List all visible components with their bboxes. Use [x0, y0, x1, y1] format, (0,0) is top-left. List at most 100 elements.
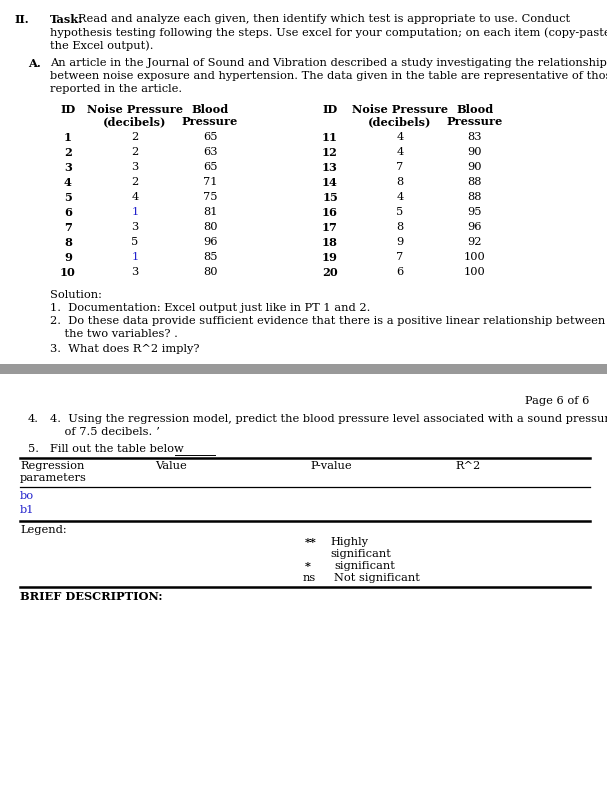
Text: 2.  Do these data provide sufficient evidence that there is a positive linear re: 2. Do these data provide sufficient evid…: [50, 316, 605, 326]
Text: 10: 10: [60, 267, 76, 278]
Text: 75: 75: [203, 192, 217, 202]
Text: 9: 9: [396, 237, 404, 247]
Text: 7: 7: [396, 252, 404, 262]
Text: ID: ID: [322, 104, 337, 115]
Text: bo: bo: [20, 491, 34, 501]
Text: 96: 96: [203, 237, 217, 247]
Text: the Excel output).: the Excel output).: [50, 40, 154, 51]
Text: 20: 20: [322, 267, 338, 278]
Text: 3: 3: [131, 162, 138, 172]
Text: Pressure: Pressure: [182, 116, 238, 127]
Text: 18: 18: [322, 237, 338, 248]
Text: between noise exposure and hypertension. The data given in the table are represe: between noise exposure and hypertension.…: [50, 71, 607, 81]
Text: 2: 2: [131, 132, 138, 142]
Text: A.: A.: [28, 58, 41, 69]
Text: reported in the article.: reported in the article.: [50, 84, 182, 94]
Text: 65: 65: [203, 132, 217, 142]
Text: 19: 19: [322, 252, 338, 263]
Text: Solution:: Solution:: [50, 290, 102, 300]
Text: 4.: 4.: [28, 414, 39, 424]
Text: Highly: Highly: [330, 537, 368, 547]
Text: 4.  Using the regression model, predict the blood pressure level associated with: 4. Using the regression model, predict t…: [50, 414, 607, 424]
Text: 17: 17: [322, 222, 338, 233]
Text: Regression: Regression: [20, 461, 84, 471]
Text: 3: 3: [64, 162, 72, 173]
Text: 85: 85: [203, 252, 217, 262]
Text: 7: 7: [64, 222, 72, 233]
Text: significant: significant: [334, 561, 395, 571]
Text: 80: 80: [203, 222, 217, 232]
Text: 92: 92: [468, 237, 482, 247]
Text: 83: 83: [468, 132, 482, 142]
Text: 14: 14: [322, 177, 338, 188]
Text: 81: 81: [203, 207, 217, 217]
Text: 6: 6: [396, 267, 404, 277]
Text: 100: 100: [464, 267, 486, 277]
Text: 88: 88: [468, 177, 482, 187]
Text: 11: 11: [322, 132, 338, 143]
Text: (decibels): (decibels): [368, 116, 432, 127]
Text: 5: 5: [131, 237, 138, 247]
Bar: [0, 364, 607, 374]
Text: 1: 1: [131, 252, 138, 262]
Text: 8: 8: [396, 222, 404, 232]
Text: R^2: R^2: [455, 461, 480, 471]
Text: ID: ID: [60, 104, 76, 115]
Text: Blood: Blood: [456, 104, 493, 115]
Text: 71: 71: [203, 177, 217, 187]
Text: ns: ns: [303, 573, 316, 583]
Text: Fill out the table below: Fill out the table below: [50, 444, 184, 454]
Text: (decibels): (decibels): [103, 116, 167, 127]
Text: 4: 4: [64, 177, 72, 188]
Text: Value: Value: [155, 461, 187, 471]
Text: 5.: 5.: [28, 444, 39, 454]
Text: 12: 12: [322, 147, 338, 158]
Text: 100: 100: [464, 252, 486, 262]
Text: An article in the Journal of Sound and Vibration described a study investigating: An article in the Journal of Sound and V…: [50, 58, 607, 68]
Text: Read and analyze each given, then identify which test is appropriate to use. Con: Read and analyze each given, then identi…: [78, 14, 570, 24]
Text: BRIEF DESCRIPTION:: BRIEF DESCRIPTION:: [20, 591, 163, 602]
Text: 96: 96: [468, 222, 482, 232]
Text: 4: 4: [396, 132, 404, 142]
Text: 7: 7: [396, 162, 404, 172]
Text: 16: 16: [322, 207, 338, 218]
Text: 90: 90: [468, 162, 482, 172]
Text: 4: 4: [131, 192, 138, 202]
Text: 9: 9: [64, 252, 72, 263]
Text: 1: 1: [64, 132, 72, 143]
Text: parameters: parameters: [20, 473, 87, 483]
Text: 2: 2: [131, 177, 138, 187]
Text: Blood: Blood: [191, 104, 229, 115]
Text: 88: 88: [468, 192, 482, 202]
Text: P-value: P-value: [310, 461, 351, 471]
Text: 1: 1: [131, 207, 138, 217]
Text: b1: b1: [20, 505, 35, 515]
Text: Pressure: Pressure: [447, 116, 503, 127]
Text: Page 6 of 6: Page 6 of 6: [524, 396, 589, 406]
Text: of 7.5 decibels. ʼ: of 7.5 decibels. ʼ: [50, 427, 160, 437]
Text: the two variables? .: the two variables? .: [50, 329, 178, 339]
Text: Task:: Task:: [50, 14, 83, 25]
Text: 90: 90: [468, 147, 482, 157]
Text: Not significant: Not significant: [334, 573, 420, 583]
Text: 3: 3: [131, 222, 138, 232]
Text: significant: significant: [330, 549, 391, 559]
Text: 4: 4: [396, 147, 404, 157]
Text: **: **: [305, 537, 317, 548]
Text: 6: 6: [64, 207, 72, 218]
Text: 63: 63: [203, 147, 217, 157]
Text: 2: 2: [131, 147, 138, 157]
Text: 2: 2: [64, 147, 72, 158]
Text: 3: 3: [131, 267, 138, 277]
Text: Legend:: Legend:: [20, 525, 67, 535]
Text: 5: 5: [396, 207, 404, 217]
Text: 5: 5: [64, 192, 72, 203]
Text: 1.  Documentation: Excel output just like in PT 1 and 2.: 1. Documentation: Excel output just like…: [50, 303, 370, 313]
Text: 4: 4: [396, 192, 404, 202]
Text: 3.  What does R^2 imply?: 3. What does R^2 imply?: [50, 344, 200, 354]
Text: 65: 65: [203, 162, 217, 172]
Text: 80: 80: [203, 267, 217, 277]
Text: 8: 8: [396, 177, 404, 187]
Text: Noise Pressure: Noise Pressure: [87, 104, 183, 115]
Text: hypothesis testing following the steps. Use excel for your computation; on each : hypothesis testing following the steps. …: [50, 27, 607, 38]
